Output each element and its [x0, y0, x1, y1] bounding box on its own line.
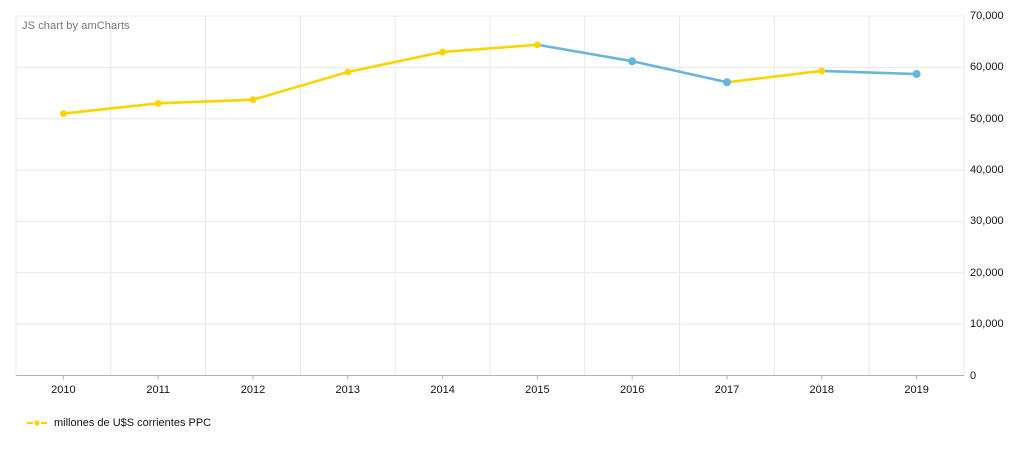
line-segment: [820, 69, 918, 76]
line-segment: [346, 50, 444, 74]
data-point[interactable]: [344, 68, 352, 76]
plot-svg: [15, 15, 965, 380]
y-axis-label: 70,000: [970, 10, 1004, 22]
x-axis-label: 2016: [619, 384, 645, 396]
y-axis-label: 20,000: [970, 266, 1004, 279]
data-point[interactable]: [723, 78, 731, 87]
data-point[interactable]: [439, 48, 446, 56]
legend-marker-dot: [34, 420, 40, 426]
line-segment: [441, 43, 539, 54]
data-point[interactable]: [154, 99, 162, 107]
line-segment: [156, 98, 255, 105]
data-point[interactable]: [249, 96, 257, 104]
data-point[interactable]: [818, 67, 826, 75]
y-axis-label: 10,000: [970, 318, 1004, 331]
legend-label: millones de U$S corrientes PPC: [54, 417, 212, 429]
line-segment: [251, 70, 350, 102]
x-axis-label: 2011: [146, 384, 171, 396]
data-point[interactable]: [912, 70, 921, 79]
line-segment: [62, 102, 160, 115]
x-axis-label: 2018: [809, 384, 835, 396]
x-axis-label: 2019: [904, 384, 929, 396]
line-segment: [630, 59, 729, 84]
y-axis-labels: 0 10,000 20,000 30,000 40,000 50,000 60,000 70,…: [970, 0, 1024, 400]
y-axis-label: 0: [970, 369, 977, 382]
amcharts-watermark-link[interactable]: JS chart by amCharts: [22, 20, 130, 32]
line-segment: [536, 43, 634, 63]
x-axis-label: 2013: [335, 384, 361, 396]
x-axis-label: 2017: [714, 384, 740, 396]
legend-item[interactable]: millones de U$S corrientes PPC: [27, 417, 211, 429]
y-axis-label: 40,000: [970, 164, 1004, 177]
data-point[interactable]: [628, 57, 637, 66]
y-axis-label: 60,000: [970, 61, 1004, 74]
data-point[interactable]: [534, 41, 541, 49]
line-segment: [725, 69, 824, 84]
x-axis-label: 2014: [430, 384, 455, 396]
x-axis-label: 2010: [51, 384, 76, 396]
x-axis-label: 2012: [240, 384, 266, 396]
data-point[interactable]: [60, 110, 67, 117]
y-axis-label: 30,000: [970, 215, 1004, 228]
x-axis-label: 2015: [525, 384, 550, 396]
y-axis-label: 50,000: [970, 112, 1004, 125]
x-axis-labels: 2010 2011 2012 2013 2014 2015 2016 2017 2018 2019: [0, 384, 1024, 398]
legend-marker-icon: [27, 420, 47, 426]
